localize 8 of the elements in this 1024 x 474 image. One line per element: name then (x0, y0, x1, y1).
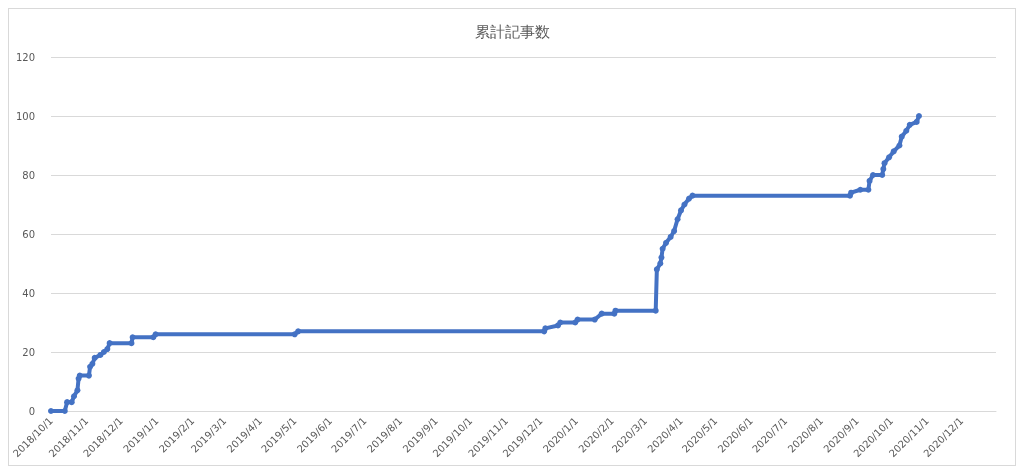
y-tick-label: 80 (22, 169, 35, 181)
y-tick-label: 60 (22, 228, 35, 240)
y-tick-label: 20 (22, 346, 35, 358)
y-tick-label: 0 (28, 405, 35, 417)
y-tick-label: 120 (15, 51, 35, 63)
y-tick-label: 100 (15, 110, 35, 122)
y-tick-label: 40 (22, 287, 35, 299)
chart-title: 累計記事数 (474, 22, 550, 41)
